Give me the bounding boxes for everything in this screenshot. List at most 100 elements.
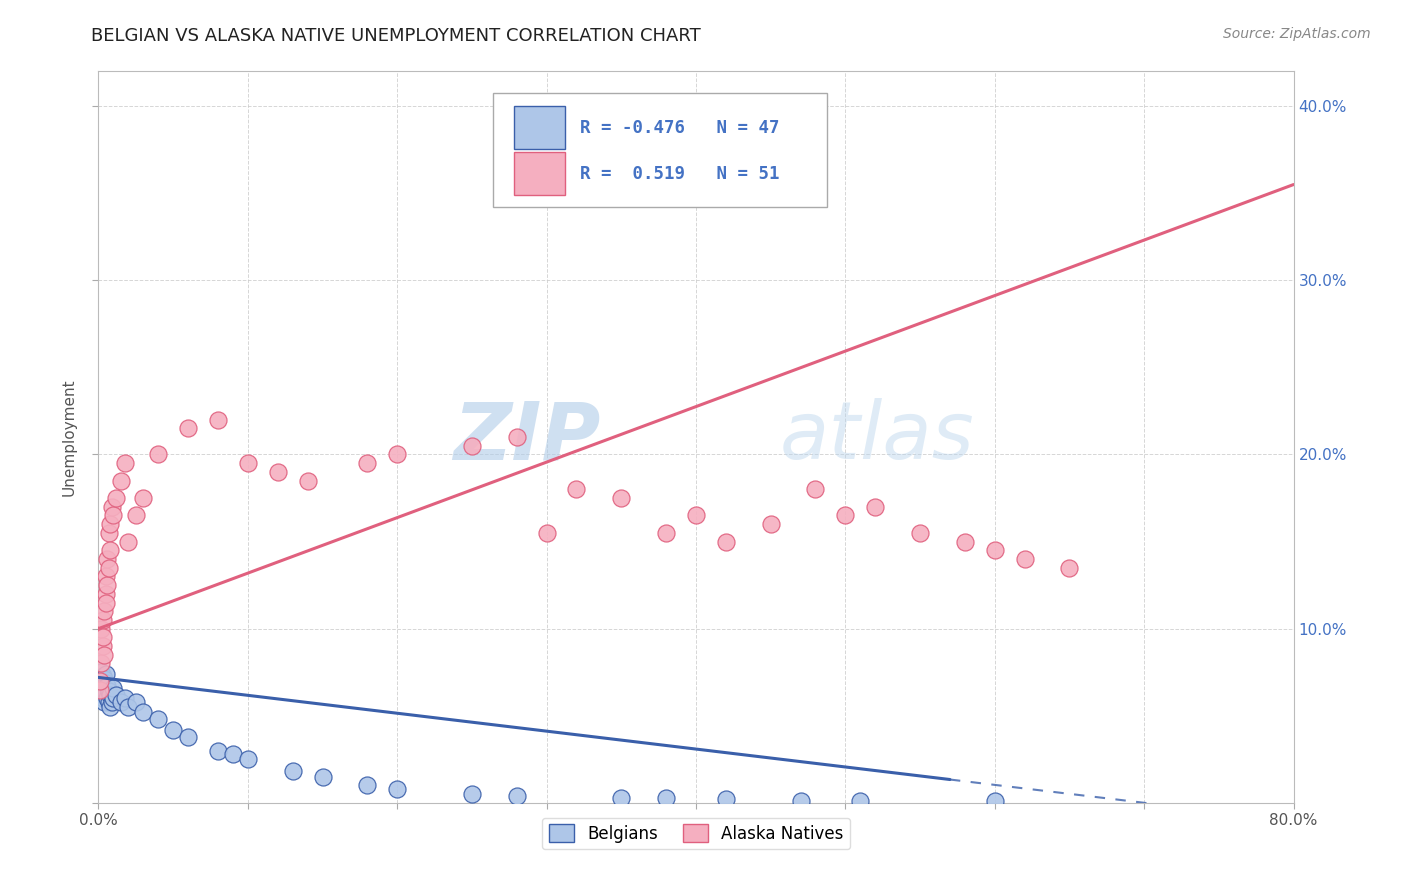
Point (98, 543, 122, 558)
Point (834, 508, 856, 523)
Point (132, 491, 155, 505)
Point (101, 500, 124, 514)
Point (311, 770, 333, 784)
Point (297, 474, 319, 488)
Point (714, 534, 737, 549)
Point (93, 695, 115, 709)
Point (1014, 552, 1036, 566)
Point (125, 695, 148, 709)
Point (96, 691, 118, 706)
Point (103, 508, 125, 523)
Point (759, 517, 782, 532)
Point (97, 560, 120, 574)
Point (281, 764, 304, 779)
Point (610, 491, 633, 505)
Point (90, 673, 112, 688)
Point (385, 781, 409, 796)
Point (984, 794, 1007, 808)
Point (97, 684, 120, 698)
Point (96, 552, 118, 566)
Point (94, 587, 117, 601)
Point (89, 677, 111, 691)
Point (804, 483, 827, 497)
Point (714, 792, 737, 806)
Point (655, 790, 678, 805)
Text: R =  0.519   N = 51: R = 0.519 N = 51 (581, 165, 779, 183)
Point (117, 534, 139, 549)
Point (114, 456, 136, 470)
Point (506, 430, 529, 444)
FancyBboxPatch shape (515, 106, 565, 149)
Point (685, 508, 707, 523)
Point (461, 787, 484, 801)
Point (93, 648, 115, 662)
Point (207, 743, 229, 757)
Point (93, 682, 115, 697)
Point (97, 695, 120, 709)
Legend: Belgians, Alaska Natives: Belgians, Alaska Natives (541, 818, 851, 849)
Point (101, 695, 124, 709)
Point (222, 747, 245, 761)
Point (94, 667, 117, 681)
Point (849, 794, 872, 808)
Point (90, 682, 112, 697)
Point (267, 465, 290, 479)
Point (91, 639, 114, 653)
Point (103, 681, 125, 695)
Point (953, 534, 976, 549)
Point (114, 691, 136, 706)
Point (207, 412, 229, 426)
Point (98, 700, 122, 714)
Point (461, 439, 484, 453)
FancyBboxPatch shape (515, 153, 565, 195)
Point (91, 668, 114, 682)
Point (105, 491, 128, 505)
Text: Source: ZipAtlas.com: Source: ZipAtlas.com (1223, 27, 1371, 41)
Point (89, 682, 111, 697)
Point (610, 790, 633, 805)
Point (97, 525, 120, 540)
Point (385, 448, 409, 462)
Point (536, 525, 558, 540)
Point (117, 700, 139, 714)
Point (89, 670, 111, 684)
Point (110, 474, 132, 488)
Point (93, 672, 115, 686)
Point (94, 569, 117, 583)
Point (90, 657, 112, 671)
Point (94, 675, 117, 690)
Point (506, 789, 529, 803)
Text: BELGIAN VS ALASKA NATIVE UNEMPLOYMENT CORRELATION CHART: BELGIAN VS ALASKA NATIVE UNEMPLOYMENT CO… (91, 27, 702, 45)
Point (1059, 560, 1081, 574)
FancyBboxPatch shape (494, 94, 828, 207)
Point (162, 723, 184, 737)
Point (98, 517, 122, 532)
Point (984, 543, 1007, 558)
Point (565, 483, 588, 497)
Point (91, 613, 114, 627)
Point (148, 448, 170, 462)
Point (908, 525, 931, 540)
Point (148, 712, 170, 726)
Point (236, 456, 259, 470)
Point (96, 578, 118, 592)
Point (94, 686, 117, 700)
Point (91, 677, 114, 691)
Point (89, 673, 111, 688)
Point (789, 794, 811, 808)
Point (236, 752, 259, 766)
Point (177, 730, 200, 744)
Text: ZIP: ZIP (453, 398, 600, 476)
Point (93, 604, 115, 618)
Point (132, 705, 155, 719)
Point (125, 508, 148, 523)
Point (105, 688, 128, 702)
Point (94, 595, 117, 609)
Point (91, 691, 114, 706)
Point (96, 679, 118, 693)
Point (865, 500, 887, 514)
Point (90, 622, 112, 636)
Y-axis label: Unemployment: Unemployment (62, 378, 77, 496)
Point (91, 631, 114, 645)
Point (90, 665, 112, 680)
